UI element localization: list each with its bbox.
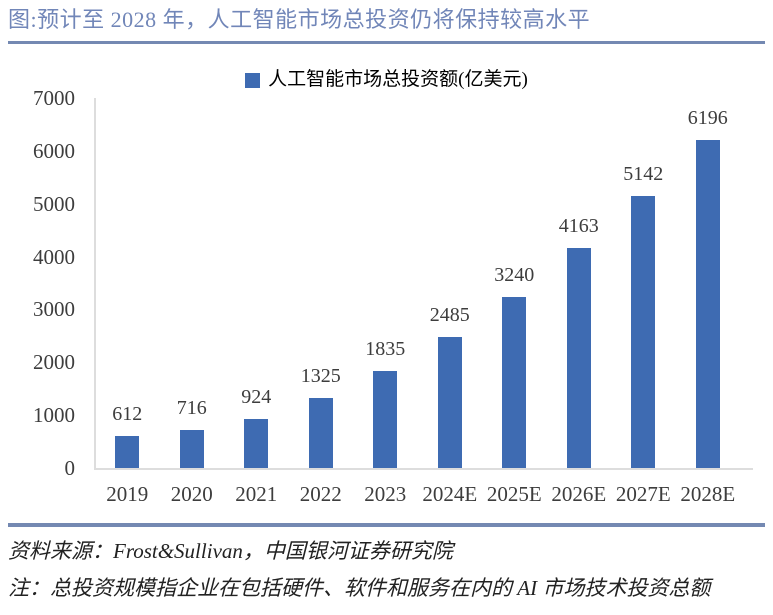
bar-group: 716 bbox=[160, 98, 225, 468]
bar-group: 1325 bbox=[289, 98, 354, 468]
bar-value-label: 3240 bbox=[494, 264, 535, 286]
y-tick-label: 1000 bbox=[33, 403, 75, 428]
source-line: 资料来源：Frost&Sullivan，中国银河证券研究院 bbox=[8, 539, 453, 563]
x-tick-label: 2025E bbox=[486, 482, 542, 506]
figure-title: 图:预计至 2028 年，人工智能市场总投资仍将保持较高水平 bbox=[8, 7, 591, 32]
x-tick-label: 2021 bbox=[235, 482, 278, 506]
chart-legend: 人工智能市场总投资额(亿美元) bbox=[0, 70, 773, 90]
bar-group: 612 bbox=[95, 98, 160, 468]
y-tick-label: 7000 bbox=[33, 86, 75, 110]
bar-value-label: 924 bbox=[241, 386, 272, 408]
bar-group: 924 bbox=[224, 98, 289, 468]
bar-group: 2485 bbox=[418, 98, 483, 468]
y-tick-label: 4000 bbox=[33, 244, 75, 269]
bar bbox=[502, 297, 527, 468]
y-tick-label: 5000 bbox=[33, 191, 75, 216]
y-axis-labels: 7000 6000 5000 4000 3000 2000 1000 0 bbox=[0, 86, 75, 480]
legend-label: 人工智能市场总投资额(亿美元) bbox=[268, 69, 528, 90]
bar bbox=[373, 371, 398, 468]
note-line: 注：总投资规模指企业在包括硬件、软件和服务在内的 AI 市场技术投资总额 bbox=[8, 576, 711, 600]
x-axis-labels: 2019 2020 2021 2022 2023 2024E 2025E 2026E 2027E… bbox=[95, 481, 740, 507]
x-tick-label: 2022 bbox=[299, 482, 342, 506]
bar bbox=[631, 196, 656, 468]
x-tick-label: 2023 bbox=[364, 482, 407, 506]
y-tick-label: 2000 bbox=[33, 350, 75, 375]
bar-value-label: 5142 bbox=[623, 163, 664, 185]
bar-value-label: 716 bbox=[176, 397, 207, 419]
bar bbox=[179, 430, 204, 468]
bar bbox=[244, 419, 269, 468]
bar-value-label: 6196 bbox=[687, 107, 728, 129]
x-tick-label: 2024E bbox=[422, 482, 478, 506]
bar bbox=[566, 248, 591, 468]
bar-group: 6196 bbox=[676, 98, 741, 468]
bar-group: 1835 bbox=[353, 98, 418, 468]
y-tick-label: 0 bbox=[64, 456, 76, 480]
bar-value-label: 612 bbox=[112, 403, 143, 425]
y-tick-label: 6000 bbox=[33, 138, 75, 163]
bar bbox=[115, 436, 140, 468]
title-divider bbox=[8, 41, 765, 44]
plot-area: 612 716 924 1325 1835 2485 3240 4163 5142 6196 bbox=[95, 98, 740, 468]
x-axis-line bbox=[94, 468, 753, 470]
bar-group: 4163 bbox=[547, 98, 612, 468]
x-tick-label: 2026E bbox=[551, 482, 607, 506]
x-tick-label: 2020 bbox=[170, 482, 213, 506]
bar-value-label: 2485 bbox=[429, 304, 470, 326]
y-tick-label: 3000 bbox=[33, 297, 75, 322]
legend-swatch-icon bbox=[245, 72, 261, 88]
y-axis-line bbox=[94, 98, 96, 470]
bar-value-label: 1325 bbox=[300, 365, 341, 387]
footer-divider bbox=[8, 523, 765, 527]
x-tick-label: 2019 bbox=[106, 482, 149, 506]
x-tick-label: 2028E bbox=[680, 482, 736, 506]
bar-group: 5142 bbox=[611, 98, 676, 468]
bar bbox=[308, 398, 333, 468]
bar-value-label: 1835 bbox=[365, 338, 406, 360]
bar bbox=[437, 337, 462, 468]
bar-group: 3240 bbox=[482, 98, 547, 468]
x-tick-label: 2027E bbox=[615, 482, 671, 506]
bar-value-label: 4163 bbox=[558, 215, 599, 237]
bar bbox=[695, 140, 720, 468]
